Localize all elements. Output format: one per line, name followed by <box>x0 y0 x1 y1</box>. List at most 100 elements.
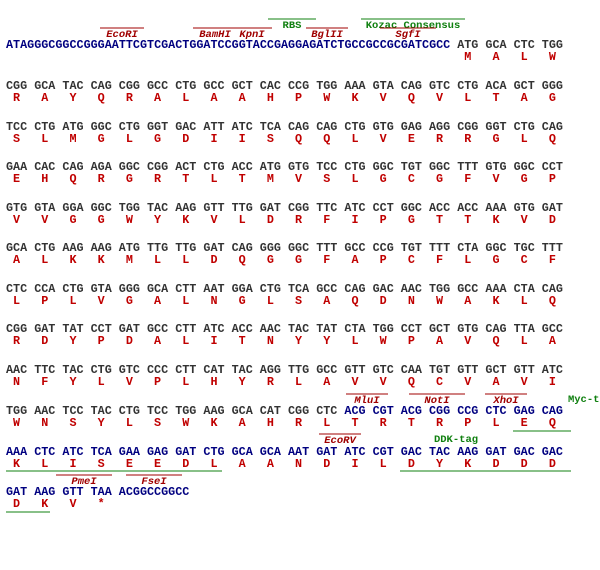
dna-token: CAG <box>542 404 563 418</box>
amino-acid: L <box>182 375 189 389</box>
annotation: MluI <box>353 395 380 407</box>
dna-token: GAT <box>260 201 281 215</box>
amino-acid: R <box>126 91 134 105</box>
amino-acid: A <box>323 294 331 308</box>
dna-token: TAC <box>91 404 112 418</box>
dna-token: CTC <box>485 404 506 418</box>
amino-acid: F <box>323 213 330 227</box>
amino-acid: L <box>182 334 189 348</box>
dna-token: TCC <box>62 404 83 418</box>
amino-acid: S <box>98 457 105 471</box>
amino-acid: M <box>69 132 76 146</box>
dna-token: GCT <box>232 79 253 93</box>
dna-token: TGG <box>429 282 450 296</box>
amino-acid: V <box>464 334 472 348</box>
dna-token: CCG <box>288 79 309 93</box>
dna-token: CAT <box>260 404 281 418</box>
dna-token: CTG <box>62 282 83 296</box>
dna-token: ACC <box>232 322 253 336</box>
amino-acid: L <box>182 253 189 267</box>
dna-token: GCA <box>34 79 56 93</box>
dna-token: CGT <box>373 445 394 459</box>
annotation: EcoRI <box>106 29 138 41</box>
dna-token: TGG <box>6 404 27 418</box>
amino-acid: A <box>154 91 162 105</box>
dna-token: TTT <box>457 160 478 174</box>
dna-token: GGC <box>91 201 112 215</box>
amino-acid: A <box>210 91 218 105</box>
amino-acid: A <box>239 416 247 430</box>
amino-acid: M <box>464 50 471 64</box>
dna-token: ATC <box>232 120 253 134</box>
amino-acid: G <box>492 253 499 267</box>
dna-token: TAT <box>62 322 83 336</box>
amino-acid: L <box>380 457 387 471</box>
amino-acid: G <box>98 132 105 146</box>
dna-token: CTT <box>175 322 196 336</box>
amino-acid: Q <box>549 294 556 308</box>
dna-token: GCT <box>514 79 535 93</box>
dna-token: TTG <box>232 201 253 215</box>
dna-token: ACC <box>429 201 450 215</box>
amino-acid: F <box>41 375 48 389</box>
annotation: SgfI <box>395 29 421 41</box>
dna-token: CAG <box>401 79 422 93</box>
dna-token: TTG <box>147 241 168 255</box>
amino-acid: G <box>239 294 246 308</box>
dna-token: CGG <box>457 120 478 134</box>
dna-token: GTG <box>373 120 394 134</box>
dna-token: GCT <box>485 363 506 377</box>
dna-token: GGC <box>373 160 394 174</box>
amino-acid: K <box>492 213 500 227</box>
dna-token: AAA <box>6 445 28 459</box>
dna-token: GAG <box>401 120 422 134</box>
dna-token: TGG <box>542 38 563 52</box>
dna-token: GTG <box>457 322 478 336</box>
dna-token: GGT <box>147 120 168 134</box>
dna-token: GAT <box>542 201 563 215</box>
dna-token: CTT <box>175 282 196 296</box>
dna-token: CCT <box>373 201 394 215</box>
dna-token: GTG <box>514 201 535 215</box>
amino-acid: S <box>13 132 20 146</box>
amino-acid: P <box>154 375 161 389</box>
dna-token: TGG <box>373 322 394 336</box>
dna-token: CAG <box>542 120 563 134</box>
annotation: PmeI <box>71 476 97 488</box>
amino-acid: G <box>521 172 528 186</box>
dna-token: ACG <box>401 404 422 418</box>
dna-token: CGT <box>373 404 394 418</box>
amino-acid: L <box>41 253 48 267</box>
amino-acid: G <box>69 213 76 227</box>
amino-acid: L <box>126 416 133 430</box>
dna-token: GAC <box>401 445 422 459</box>
dna-token: GTA <box>34 201 56 215</box>
amino-acid: L <box>69 294 76 308</box>
amino-acid: Q <box>239 253 246 267</box>
amino-acid: K <box>464 457 472 471</box>
amino-acid: H <box>41 172 48 186</box>
dna-token: GCA <box>147 282 169 296</box>
dna-token: CAA <box>401 363 423 377</box>
dna-token: CTC <box>34 445 55 459</box>
dna-token: GCC <box>542 322 563 336</box>
amino-acid: K <box>210 416 218 430</box>
amino-acid: L <box>521 50 528 64</box>
dna-token: GGA <box>232 282 254 296</box>
annotation: XhoI <box>492 395 519 407</box>
amino-acid: V <box>436 91 444 105</box>
annotation: Myc-tag <box>568 394 600 406</box>
amino-acid: R <box>436 132 444 146</box>
amino-acid: L <box>492 416 499 430</box>
dna-token: ATC <box>203 322 224 336</box>
dna-token: ATC <box>542 363 563 377</box>
dna-token: CAG <box>91 79 112 93</box>
amino-acid: V <box>492 172 500 186</box>
amino-acid: L <box>351 132 358 146</box>
dna-token: ACA <box>485 79 507 93</box>
dna-token: GAA <box>119 445 141 459</box>
amino-acid: M <box>126 253 133 267</box>
annotation: EcoRV <box>324 435 357 447</box>
amino-acid: R <box>380 416 388 430</box>
dna-token: AAT <box>288 445 309 459</box>
